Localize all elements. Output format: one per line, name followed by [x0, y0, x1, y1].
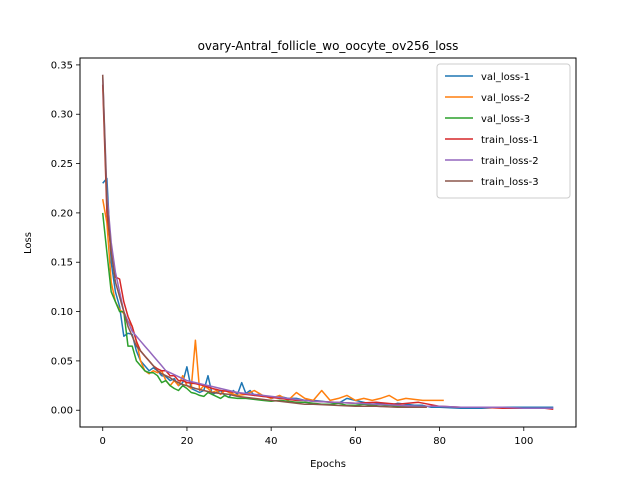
x-tick-label: 0	[100, 436, 106, 447]
legend-entry-train_loss-3: train_loss-3	[481, 177, 539, 188]
y-tick-label: 0.05	[51, 356, 73, 367]
x-tick-label: 20	[181, 436, 194, 447]
chart-title: ovary-Antral_follicle_wo_oocyte_ov256_lo…	[198, 39, 459, 53]
x-tick-label: 80	[433, 436, 446, 447]
legend-entry-val_loss-1: val_loss-1	[481, 72, 530, 83]
y-tick-label: 0.10	[51, 307, 73, 318]
y-tick-label: 0.00	[51, 406, 73, 417]
y-tick-label: 0.30	[51, 110, 73, 121]
x-tick-label: 100	[514, 436, 533, 447]
y-tick-label: 0.25	[51, 159, 73, 170]
series-line-val_loss-2	[101, 198, 444, 402]
y-tick-label: 0.35	[51, 60, 73, 71]
legend-entry-train_loss-2: train_loss-2	[481, 156, 539, 167]
legend-entry-val_loss-3: val_loss-3	[481, 114, 530, 125]
x-tick-label: 40	[265, 436, 278, 447]
x-axis-label: Epochs	[310, 459, 346, 470]
plot-lines	[101, 74, 554, 410]
series-line-val_loss-3	[101, 212, 427, 408]
y-axis-label: Loss	[23, 232, 34, 254]
plot-frame	[79, 57, 577, 428]
legend-entry-train_loss-1: train_loss-1	[481, 135, 539, 146]
legend-entry-val_loss-2: val_loss-2	[481, 93, 530, 104]
series-line-train_loss-1	[101, 84, 554, 410]
y-axis: 0.00 0.05 0.10 0.15 0.20 0.25 0.30 0.35	[51, 60, 80, 417]
x-axis: 0 20 40 60 80 100	[100, 427, 533, 447]
y-tick-label: 0.15	[51, 258, 73, 269]
y-tick-label: 0.20	[51, 208, 73, 219]
series-line-train_loss-3	[101, 74, 427, 409]
series-line-val_loss-1	[102, 177, 554, 410]
x-tick-label: 60	[349, 436, 362, 447]
legend: val_loss-1 val_loss-2 val_loss-3 train_loss…	[436, 63, 571, 199]
series-line-train_loss-2	[101, 74, 554, 410]
